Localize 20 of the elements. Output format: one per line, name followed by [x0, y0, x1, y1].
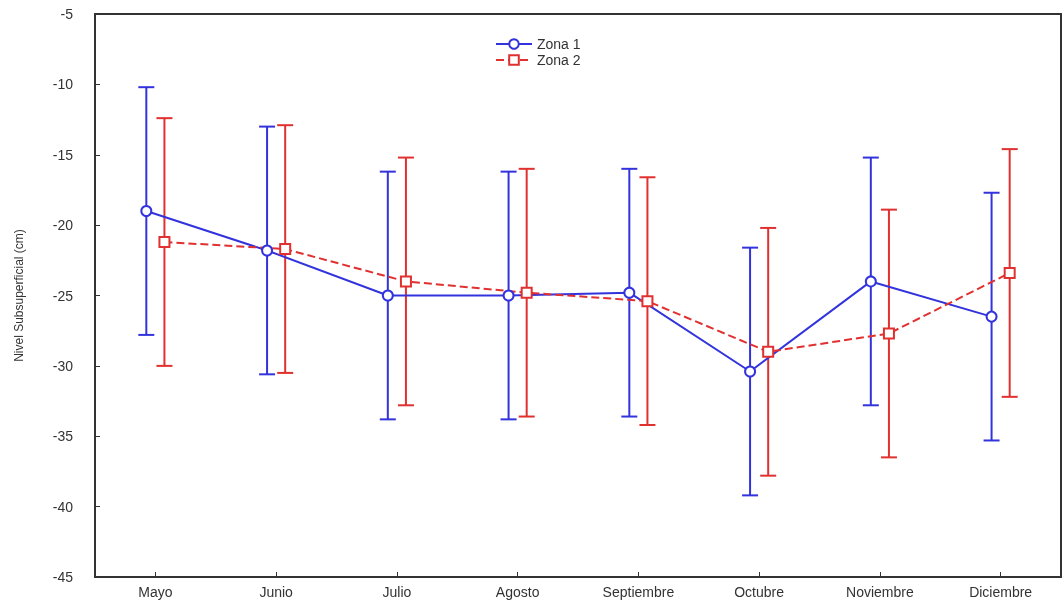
y-tick-label: -25: [52, 287, 74, 304]
x-tick-label: Julio: [382, 584, 412, 600]
y-tick-label: -45: [52, 569, 74, 585]
x-tick-label: Octubre: [734, 584, 785, 600]
x-tick-label: Noviembre: [846, 584, 914, 600]
x-tick-label: Junio: [259, 584, 294, 600]
y-axis-title: Nivel Subsuperficial (cm): [12, 229, 26, 362]
x-tick-label: Diciembre: [969, 584, 1033, 600]
y-tick-label: -5: [60, 6, 74, 22]
x-tick-label: Mayo: [138, 584, 173, 600]
y-tick-label: -20: [52, 217, 74, 234]
x-tick-label: Agosto: [495, 584, 540, 600]
y-tick-label: -35: [52, 428, 74, 445]
legend-label: Zona 1: [537, 36, 581, 52]
x-tick-label: Septiembre: [602, 584, 675, 600]
y-tick-label: -10: [52, 76, 74, 93]
y-tick-label: -30: [52, 357, 74, 374]
y-tick-label: -40: [52, 498, 74, 515]
y-tick-label: -15: [52, 146, 74, 163]
legend-label: Zona 2: [537, 52, 581, 68]
